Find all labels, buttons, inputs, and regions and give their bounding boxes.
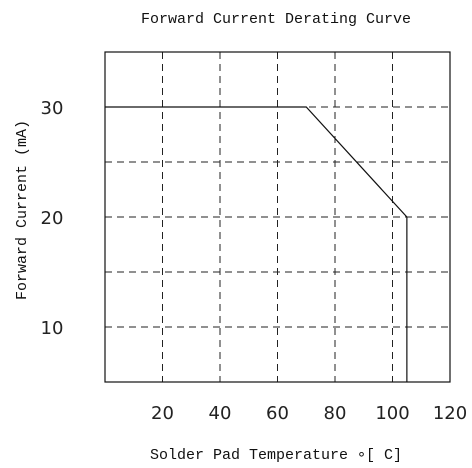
chart-title: Forward Current Derating Curve: [141, 11, 411, 28]
y-tick-label-30: 30: [41, 98, 64, 119]
y-axis-title: Forward Current (mA): [14, 120, 31, 300]
x-tick-label-80: 80: [324, 403, 347, 424]
x-tick-label-100: 100: [375, 403, 409, 424]
x-axis-title: Solder Pad Temperature ∘[ C]: [150, 447, 402, 464]
x-tick-label-40: 40: [209, 403, 232, 424]
grid-layer: [105, 52, 450, 382]
x-tick-label-60: 60: [266, 403, 289, 424]
plot-frame: [104, 51, 451, 383]
y-tick-label-20: 20: [41, 208, 64, 229]
x-tick-label-120: 120: [433, 403, 467, 424]
y-tick-label-10: 10: [41, 318, 64, 339]
derating-curve-line-0: [105, 106, 408, 382]
curve-layer: [105, 106, 408, 382]
x-tick-label-20: 20: [151, 403, 174, 424]
tick-layer: 20 40 60 80 100 120 10 20 30: [41, 98, 468, 424]
